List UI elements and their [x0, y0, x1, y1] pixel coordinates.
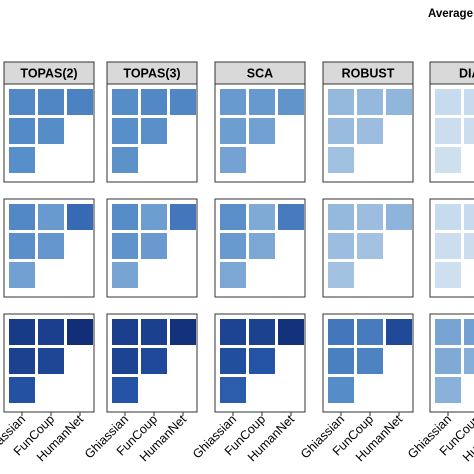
method-header — [429, 61, 474, 85]
heatmap-cell — [357, 89, 383, 115]
heatmap-cell — [435, 319, 461, 345]
heatmap-cell — [328, 233, 354, 259]
heatmap-cell — [435, 348, 461, 374]
heatmap-cell — [38, 319, 64, 345]
heatmap-cell — [328, 262, 354, 288]
method-label: TOPAS(2) — [20, 67, 77, 81]
heatmap-cell — [220, 118, 246, 144]
method-label: SCA — [247, 67, 273, 81]
heatmap-cell — [141, 118, 167, 144]
heatmap-cell — [357, 204, 383, 230]
heatmap-cell — [249, 89, 275, 115]
heatmap-cell — [249, 348, 275, 374]
heatmap-cell — [141, 348, 167, 374]
heatmap-cell — [9, 319, 35, 345]
heatmap-cell — [9, 233, 35, 259]
heatmap-cell — [141, 233, 167, 259]
heatmap-cell — [67, 319, 93, 345]
heatmap-cell — [220, 319, 246, 345]
heatmap-cell — [464, 348, 474, 374]
heatmap-cell — [278, 319, 304, 345]
heatmap-cell — [435, 204, 461, 230]
heatmap-cell — [67, 89, 93, 115]
heatmap-cell — [112, 348, 138, 374]
heatmap-cell — [249, 118, 275, 144]
heatmap-cell — [220, 204, 246, 230]
heatmap-cell — [386, 204, 412, 230]
heatmap-cell — [357, 319, 383, 345]
heatmap-cell — [9, 348, 35, 374]
heatmap-cell — [9, 89, 35, 115]
heatmap-cell — [249, 204, 275, 230]
heatmap-cell — [141, 204, 167, 230]
heatmap-cell — [112, 147, 138, 173]
heatmap-cell — [9, 147, 35, 173]
heatmap-cell — [220, 377, 246, 403]
heatmap-cell — [357, 348, 383, 374]
heatmap-cell — [220, 89, 246, 115]
heatmap-cell — [328, 377, 354, 403]
heatmap-cell — [328, 348, 354, 374]
heatmap-cell — [112, 262, 138, 288]
heatmap-cell — [67, 204, 93, 230]
method-label: ROBUST — [342, 67, 395, 81]
heatmap-cell — [220, 262, 246, 288]
heatmap-cell — [112, 118, 138, 144]
heatmap-cell — [170, 89, 196, 115]
heatmap-cell — [170, 319, 196, 345]
heatmap-cell — [9, 262, 35, 288]
heatmap-cell — [464, 204, 474, 230]
heatmap-cell — [357, 233, 383, 259]
heatmap-cell — [38, 118, 64, 144]
heatmap-cell — [435, 147, 461, 173]
heatmap-cell — [435, 89, 461, 115]
heatmap-cell — [328, 319, 354, 345]
heatmap-cell — [9, 377, 35, 403]
heatmap-cell — [328, 118, 354, 144]
heatmap-cell — [38, 348, 64, 374]
heatmap-cell — [112, 377, 138, 403]
heatmap-cell — [328, 147, 354, 173]
heatmap-cell — [141, 319, 167, 345]
heatmap-cell — [435, 377, 461, 403]
heatmap-cell — [112, 204, 138, 230]
heatmap-cell — [170, 204, 196, 230]
heatmap-cell — [249, 233, 275, 259]
heatmap-cell — [220, 348, 246, 374]
heatmap-cell — [9, 118, 35, 144]
heatmap-cell — [328, 204, 354, 230]
heatmap-cell — [112, 319, 138, 345]
heatmap-cell — [435, 233, 461, 259]
heatmap-cell — [278, 89, 304, 115]
heatmap-cell — [464, 118, 474, 144]
heatmap-cell — [464, 319, 474, 345]
heatmap-cell — [328, 89, 354, 115]
heatmap-cell — [38, 89, 64, 115]
heatmap-cell — [278, 204, 304, 230]
heatmap-cell — [38, 204, 64, 230]
heatmap-cell — [38, 233, 64, 259]
heatmap-cell — [220, 147, 246, 173]
heatmap-cell — [112, 233, 138, 259]
heatmap-cell — [249, 319, 275, 345]
method-label: TOPAS(3) — [123, 67, 180, 81]
heatmap-cell — [464, 89, 474, 115]
heatmap-cell — [464, 233, 474, 259]
method-label: DIAM — [459, 67, 474, 81]
heatmap-cell — [357, 118, 383, 144]
heatmap-cell — [435, 118, 461, 144]
heatmap-cell — [435, 262, 461, 288]
heatmap-cell — [141, 89, 167, 115]
heatmap-cell — [220, 233, 246, 259]
heatmap-cell — [386, 319, 412, 345]
heatmap-cell — [9, 204, 35, 230]
legend-title: Average — [428, 8, 473, 20]
heatmap-cell — [386, 89, 412, 115]
heatmap-cell — [112, 89, 138, 115]
